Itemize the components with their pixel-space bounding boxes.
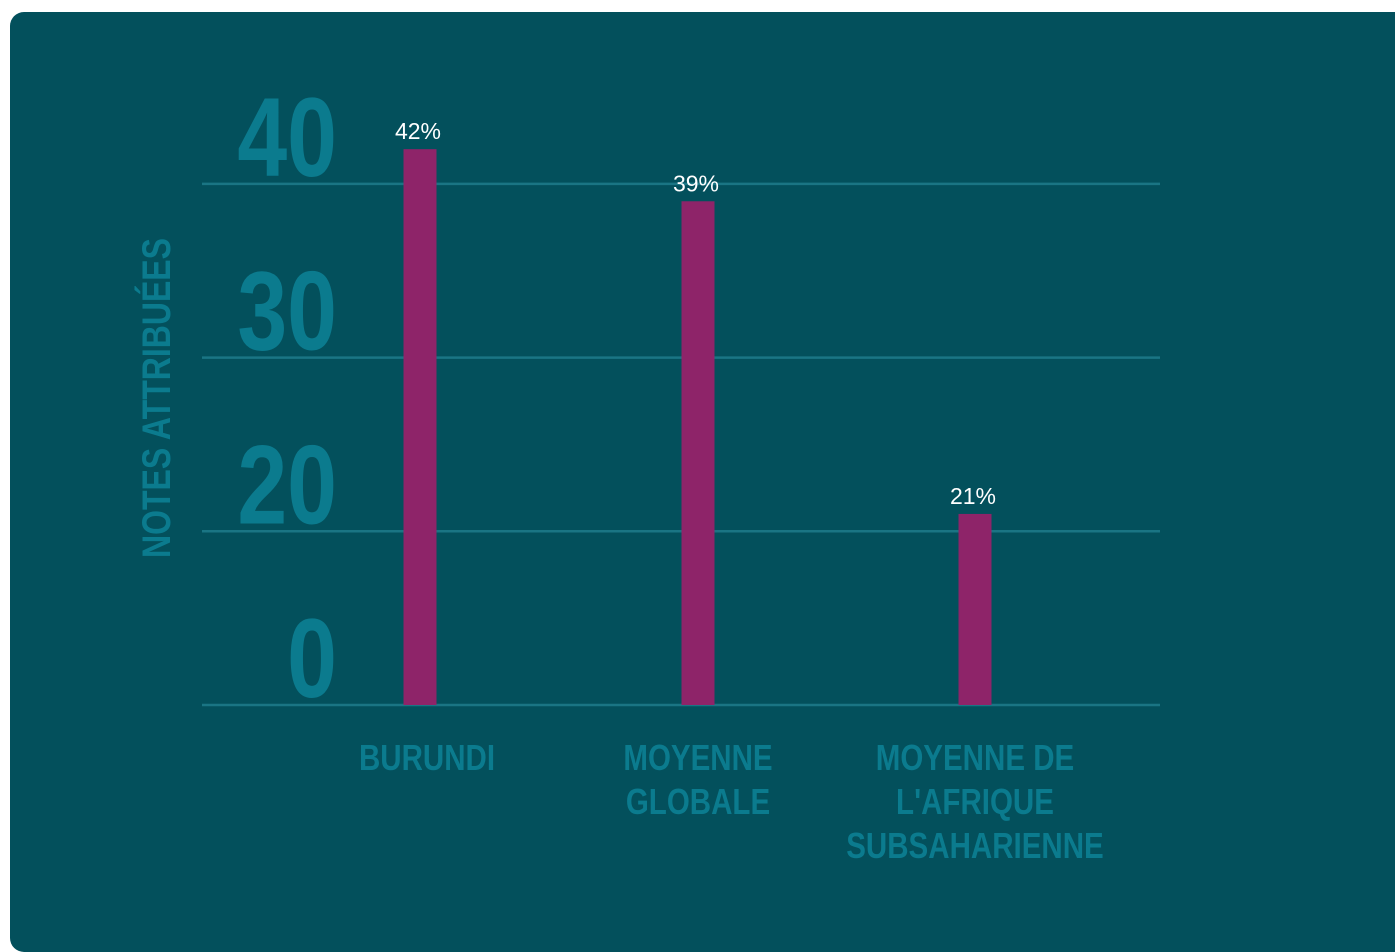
- bar: [403, 149, 437, 705]
- y-tick-label: 20: [237, 423, 337, 548]
- y-tick-label: 40: [237, 75, 337, 200]
- value-label: 42%: [395, 118, 441, 144]
- y-tick-label: 30: [237, 249, 337, 374]
- x-tick-label: MOYENNE GLOBALE: [623, 737, 773, 822]
- x-tick-label: BURUNDI: [358, 737, 496, 778]
- y-axis-label: NOTES ATTRIBUÉES: [134, 238, 179, 558]
- x-tick-label: MOYENNE DE L'AFRIQUE SUBSAHARIENNE: [846, 737, 1104, 866]
- y-tick-label: 0: [287, 597, 337, 722]
- value-label: 21%: [950, 483, 996, 509]
- value-label: 39%: [673, 170, 719, 196]
- bar: [958, 513, 992, 705]
- bar: [681, 201, 715, 705]
